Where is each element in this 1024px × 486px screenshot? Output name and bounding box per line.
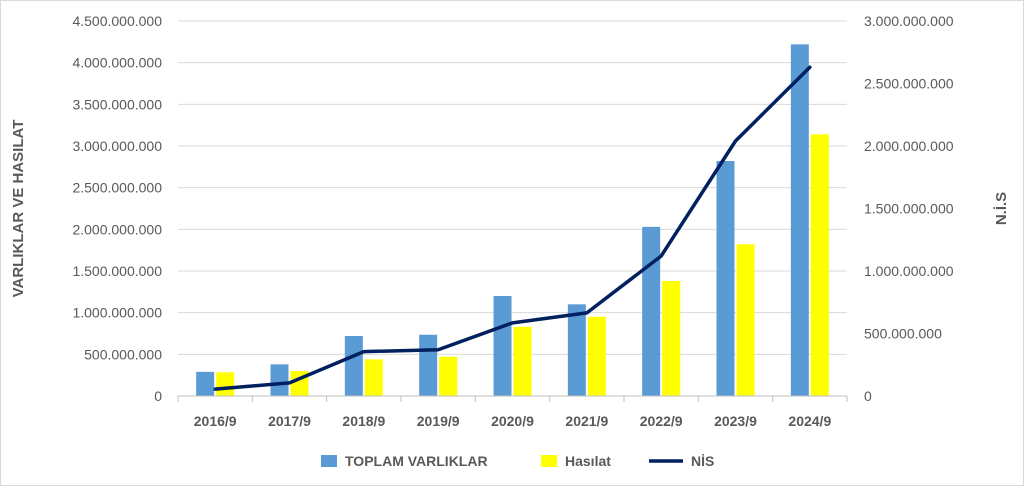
bar <box>642 226 661 396</box>
bar-series <box>196 44 829 397</box>
x-tick-label: 2018/9 <box>342 413 385 429</box>
bar <box>344 336 363 396</box>
line-path <box>213 65 812 391</box>
bar <box>662 281 681 396</box>
y-tick-label: 4.500.000.000 <box>72 13 162 29</box>
y2-tick-label: 0 <box>864 388 872 404</box>
x-tick-label: 2019/9 <box>417 413 460 429</box>
bar <box>736 244 755 396</box>
y-tick-label: 0 <box>154 388 162 404</box>
bar <box>364 359 383 396</box>
legend-item: TOPLAM VARLIKLAR <box>321 453 488 469</box>
legend-item: NİS <box>649 453 714 469</box>
y2-tick-label: 1.500.000.000 <box>864 201 954 217</box>
axes: 0 500.000.000 1.000.000.000 1.500.000.000 2.… <box>72 13 953 429</box>
x-tick-label: 2024/9 <box>788 413 831 429</box>
y-tick-label: 3.500.000.000 <box>72 96 162 112</box>
bar <box>270 364 289 396</box>
legend-item: Hasılat <box>541 453 611 469</box>
x-tick-label: 2016/9 <box>194 413 237 429</box>
y-tick-label: 2.000.000.000 <box>72 221 162 237</box>
legend-swatch <box>541 455 557 467</box>
y-tick-label: 4.000.000.000 <box>72 55 162 71</box>
x-tick-label: 2021/9 <box>565 413 608 429</box>
bar <box>196 371 215 396</box>
bar <box>810 134 829 397</box>
legend-label: Hasılat <box>565 453 611 469</box>
bar <box>790 44 809 396</box>
y-tick-label: 500.000.000 <box>84 346 162 362</box>
y2-axis-title: N.İ.S <box>993 192 1010 225</box>
legend-label: NİS <box>691 453 714 469</box>
legend-label: TOPLAM VARLIKLAR <box>345 453 488 469</box>
y-tick-label: 3.000.000.000 <box>72 138 162 154</box>
gridlines <box>178 20 847 397</box>
y2-tick-label: 500.000.000 <box>864 326 942 342</box>
y2-tick-label: 2.500.000.000 <box>864 76 954 92</box>
bar <box>716 161 735 396</box>
bar <box>419 334 438 396</box>
y2-tick-label: 2.000.000.000 <box>864 138 954 154</box>
legend-swatch <box>321 455 337 467</box>
bar <box>493 296 512 396</box>
y-tick-label: 1.000.000.000 <box>72 305 162 321</box>
bar <box>439 356 458 396</box>
bar <box>513 326 532 396</box>
x-tick-label: 2020/9 <box>491 413 534 429</box>
bar <box>567 304 586 396</box>
x-tick-label: 2017/9 <box>268 413 311 429</box>
bar <box>216 372 235 396</box>
x-tick-label: 2022/9 <box>640 413 683 429</box>
y-tick-label: 2.500.000.000 <box>72 180 162 196</box>
y2-tick-label: 1.000.000.000 <box>864 263 954 279</box>
y-tick-label: 1.500.000.000 <box>72 263 162 279</box>
bar <box>587 316 606 396</box>
y-axis-title: VARLIKLAR VE HASILAT <box>10 120 27 298</box>
legend: TOPLAM VARLIKLAR Hasılat NİS <box>321 453 714 469</box>
y2-tick-label: 3.000.000.000 <box>864 13 954 29</box>
line-series <box>213 65 812 391</box>
x-tick-label: 2023/9 <box>714 413 757 429</box>
